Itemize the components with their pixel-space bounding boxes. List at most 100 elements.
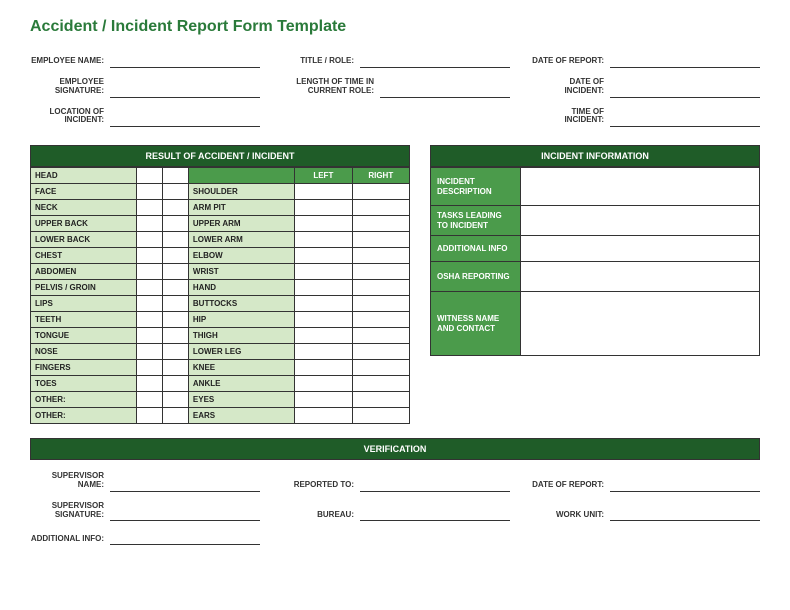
- input-length-time[interactable]: [380, 84, 510, 98]
- check-cell[interactable]: [137, 408, 163, 424]
- check-cell[interactable]: [295, 408, 352, 424]
- check-cell[interactable]: [352, 200, 409, 216]
- check-cell[interactable]: [137, 280, 163, 296]
- check-cell[interactable]: [163, 392, 189, 408]
- check-cell[interactable]: [352, 296, 409, 312]
- input-employee-signature[interactable]: [110, 84, 260, 98]
- check-cell[interactable]: [137, 200, 163, 216]
- check-cell[interactable]: [295, 344, 352, 360]
- check-cell[interactable]: [163, 376, 189, 392]
- table-row: LOWER BACKLOWER ARM: [31, 232, 410, 248]
- check-cell[interactable]: [137, 392, 163, 408]
- check-cell[interactable]: [137, 248, 163, 264]
- empty-header: [188, 168, 294, 184]
- check-cell[interactable]: [295, 376, 352, 392]
- body-part-cell: FACE: [31, 184, 137, 200]
- body-section: RESULT OF ACCIDENT / INCIDENT HEAD LEFT …: [30, 145, 410, 424]
- check-cell[interactable]: [352, 312, 409, 328]
- check-cell[interactable]: [295, 296, 352, 312]
- check-cell[interactable]: [163, 216, 189, 232]
- check-cell[interactable]: [352, 280, 409, 296]
- body-part-cell: OTHER:: [31, 392, 137, 408]
- input-work-unit[interactable]: [610, 507, 760, 521]
- check-cell[interactable]: [352, 232, 409, 248]
- input-title-role[interactable]: [360, 54, 510, 68]
- label-verif-date-report: DATE OF REPORT:: [530, 481, 610, 492]
- table-row: CHESTELBOW: [31, 248, 410, 264]
- check-cell[interactable]: [163, 168, 189, 184]
- check-cell[interactable]: [163, 280, 189, 296]
- check-cell[interactable]: [163, 232, 189, 248]
- incident-description-label: INCIDENT DESCRIPTION: [431, 168, 521, 206]
- incident-table: INCIDENT DESCRIPTION TASKS LEADING TO IN…: [430, 167, 760, 356]
- check-cell[interactable]: [137, 296, 163, 312]
- check-cell[interactable]: [295, 248, 352, 264]
- input-employee-name[interactable]: [110, 54, 260, 68]
- witness-input[interactable]: [521, 292, 760, 356]
- check-cell[interactable]: [137, 264, 163, 280]
- check-cell[interactable]: [137, 344, 163, 360]
- check-cell[interactable]: [295, 200, 352, 216]
- check-cell[interactable]: [352, 408, 409, 424]
- check-cell[interactable]: [137, 376, 163, 392]
- check-cell[interactable]: [295, 264, 352, 280]
- check-cell[interactable]: [163, 408, 189, 424]
- field-title-role: TITLE / ROLE:: [280, 54, 510, 68]
- check-cell[interactable]: [352, 248, 409, 264]
- check-cell[interactable]: [295, 216, 352, 232]
- check-cell[interactable]: [295, 280, 352, 296]
- osha-reporting-input[interactable]: [521, 262, 760, 292]
- check-cell[interactable]: [295, 232, 352, 248]
- input-verif-date-report[interactable]: [610, 478, 760, 492]
- input-date-report[interactable]: [610, 54, 760, 68]
- check-cell[interactable]: [137, 184, 163, 200]
- main-row: RESULT OF ACCIDENT / INCIDENT HEAD LEFT …: [30, 145, 760, 424]
- check-cell[interactable]: [295, 184, 352, 200]
- check-cell[interactable]: [352, 376, 409, 392]
- check-cell[interactable]: [163, 328, 189, 344]
- check-cell[interactable]: [163, 312, 189, 328]
- check-cell[interactable]: [352, 344, 409, 360]
- check-cell[interactable]: [137, 168, 163, 184]
- check-cell[interactable]: [352, 392, 409, 408]
- check-cell[interactable]: [137, 216, 163, 232]
- input-date-incident[interactable]: [610, 84, 760, 98]
- input-verif-additional-info[interactable]: [110, 531, 260, 545]
- check-cell[interactable]: [137, 232, 163, 248]
- check-cell[interactable]: [295, 392, 352, 408]
- input-supervisor-signature[interactable]: [110, 507, 260, 521]
- check-cell[interactable]: [163, 264, 189, 280]
- check-cell[interactable]: [137, 328, 163, 344]
- check-cell[interactable]: [352, 360, 409, 376]
- input-bureau[interactable]: [360, 507, 510, 521]
- check-cell[interactable]: [352, 184, 409, 200]
- tasks-leading-input[interactable]: [521, 206, 760, 236]
- check-cell[interactable]: [163, 184, 189, 200]
- check-cell[interactable]: [352, 328, 409, 344]
- body-part-cell: TONGUE: [31, 328, 137, 344]
- check-cell[interactable]: [295, 360, 352, 376]
- check-cell[interactable]: [163, 296, 189, 312]
- input-time-incident[interactable]: [610, 113, 760, 127]
- input-supervisor-name[interactable]: [110, 478, 260, 492]
- check-cell[interactable]: [295, 328, 352, 344]
- check-cell[interactable]: [163, 248, 189, 264]
- check-cell[interactable]: [295, 312, 352, 328]
- check-cell[interactable]: [352, 264, 409, 280]
- incident-description-input[interactable]: [521, 168, 760, 206]
- check-cell[interactable]: [163, 360, 189, 376]
- check-cell[interactable]: [163, 200, 189, 216]
- check-cell[interactable]: [163, 344, 189, 360]
- check-cell[interactable]: [137, 312, 163, 328]
- table-row: FINGERSKNEE: [31, 360, 410, 376]
- body-part-cell: ANKLE: [188, 376, 294, 392]
- check-cell[interactable]: [352, 216, 409, 232]
- table-row: TOESANKLE: [31, 376, 410, 392]
- check-cell[interactable]: [137, 360, 163, 376]
- table-row: ADDITIONAL INFO: [431, 236, 760, 262]
- input-reported-to[interactable]: [360, 478, 510, 492]
- input-location-incident[interactable]: [110, 113, 260, 127]
- label-date-report: DATE OF REPORT:: [530, 57, 610, 68]
- label-location-incident: LOCATION OF INCIDENT:: [30, 108, 110, 128]
- additional-info-input[interactable]: [521, 236, 760, 262]
